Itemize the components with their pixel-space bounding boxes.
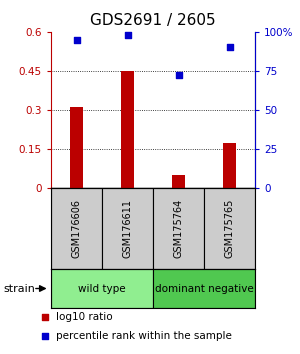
Point bbox=[74, 37, 79, 42]
Bar bbox=[102, 188, 153, 269]
Point bbox=[227, 45, 232, 50]
Point bbox=[125, 32, 130, 38]
Bar bbox=[51, 269, 153, 308]
Point bbox=[42, 314, 47, 320]
Title: GDS2691 / 2605: GDS2691 / 2605 bbox=[90, 13, 216, 28]
Text: wild type: wild type bbox=[78, 284, 126, 293]
Text: dominant negative: dominant negative bbox=[154, 284, 254, 293]
Bar bbox=[153, 269, 255, 308]
Bar bbox=[70, 107, 83, 188]
Bar bbox=[51, 188, 102, 269]
Bar bbox=[223, 143, 236, 188]
Bar bbox=[121, 71, 134, 188]
Text: GSM175764: GSM175764 bbox=[173, 199, 184, 258]
Text: percentile rank within the sample: percentile rank within the sample bbox=[56, 331, 232, 341]
Text: GSM176606: GSM176606 bbox=[71, 199, 82, 258]
Point bbox=[176, 73, 181, 78]
Text: GSM175765: GSM175765 bbox=[224, 199, 235, 258]
Bar bbox=[172, 175, 185, 188]
Point bbox=[42, 333, 47, 338]
Text: strain: strain bbox=[3, 284, 35, 293]
Bar bbox=[153, 188, 204, 269]
Text: GSM176611: GSM176611 bbox=[122, 199, 133, 258]
Bar bbox=[204, 188, 255, 269]
Text: log10 ratio: log10 ratio bbox=[56, 312, 112, 322]
